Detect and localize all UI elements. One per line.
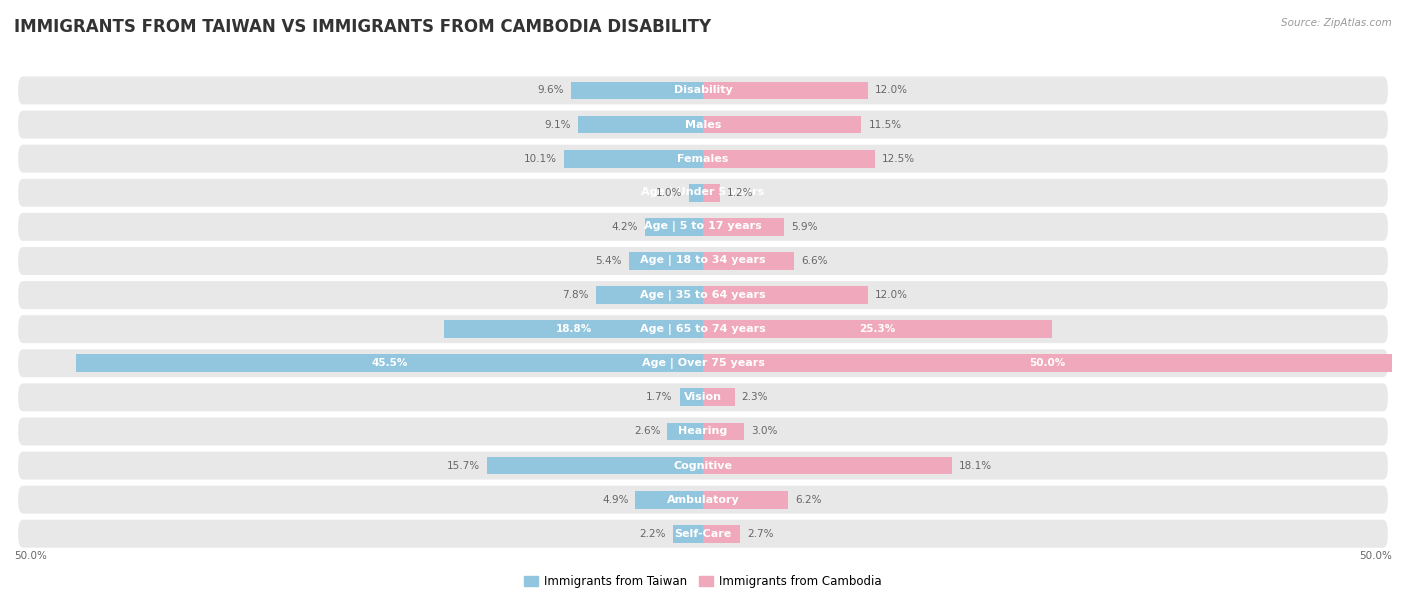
FancyBboxPatch shape <box>18 383 1388 411</box>
Bar <box>703 184 720 201</box>
Bar <box>703 423 744 440</box>
FancyBboxPatch shape <box>18 247 1388 275</box>
Bar <box>578 116 703 133</box>
Bar <box>703 286 869 304</box>
Bar <box>703 389 735 406</box>
Text: 4.9%: 4.9% <box>602 494 628 505</box>
Text: 15.7%: 15.7% <box>447 461 479 471</box>
Text: 25.3%: 25.3% <box>859 324 896 334</box>
Text: Source: ZipAtlas.com: Source: ZipAtlas.com <box>1281 18 1392 28</box>
Bar <box>444 320 703 338</box>
FancyBboxPatch shape <box>18 486 1388 513</box>
Text: 6.6%: 6.6% <box>801 256 827 266</box>
FancyBboxPatch shape <box>18 452 1388 480</box>
Text: 9.1%: 9.1% <box>544 119 571 130</box>
Text: Females: Females <box>678 154 728 163</box>
FancyBboxPatch shape <box>18 179 1388 207</box>
Text: 2.2%: 2.2% <box>640 529 666 539</box>
Bar <box>703 491 789 509</box>
Text: 1.0%: 1.0% <box>657 188 682 198</box>
Bar <box>703 354 1392 372</box>
Text: IMMIGRANTS FROM TAIWAN VS IMMIGRANTS FROM CAMBODIA DISABILITY: IMMIGRANTS FROM TAIWAN VS IMMIGRANTS FRO… <box>14 18 711 36</box>
Text: 50.0%: 50.0% <box>1360 551 1392 561</box>
Text: Males: Males <box>685 119 721 130</box>
Bar <box>703 116 862 133</box>
Text: 2.3%: 2.3% <box>741 392 768 402</box>
Text: 7.8%: 7.8% <box>562 290 589 300</box>
Bar <box>571 81 703 99</box>
Text: 11.5%: 11.5% <box>869 119 901 130</box>
Bar <box>596 286 703 304</box>
Text: Age | 35 to 64 years: Age | 35 to 64 years <box>640 289 766 300</box>
Bar <box>645 218 703 236</box>
FancyBboxPatch shape <box>18 417 1388 446</box>
Text: 6.2%: 6.2% <box>796 494 823 505</box>
Text: 1.7%: 1.7% <box>647 392 672 402</box>
FancyBboxPatch shape <box>18 111 1388 138</box>
Text: Ambulatory: Ambulatory <box>666 494 740 505</box>
Text: Disability: Disability <box>673 86 733 95</box>
Text: 50.0%: 50.0% <box>14 551 46 561</box>
FancyBboxPatch shape <box>18 144 1388 173</box>
FancyBboxPatch shape <box>18 76 1388 105</box>
Text: Self-Care: Self-Care <box>675 529 731 539</box>
Bar <box>672 525 703 543</box>
Text: Vision: Vision <box>683 392 723 402</box>
Text: 50.0%: 50.0% <box>1029 358 1066 368</box>
Bar <box>703 150 875 168</box>
Text: 12.0%: 12.0% <box>875 290 908 300</box>
Text: Age | 18 to 34 years: Age | 18 to 34 years <box>640 255 766 266</box>
Bar <box>668 423 703 440</box>
Text: 5.9%: 5.9% <box>792 222 818 232</box>
Text: 2.6%: 2.6% <box>634 427 661 436</box>
Legend: Immigrants from Taiwan, Immigrants from Cambodia: Immigrants from Taiwan, Immigrants from … <box>519 570 887 592</box>
Text: Age | 5 to 17 years: Age | 5 to 17 years <box>644 222 762 233</box>
FancyBboxPatch shape <box>18 281 1388 309</box>
Text: Age | 65 to 74 years: Age | 65 to 74 years <box>640 324 766 335</box>
Text: 2.7%: 2.7% <box>747 529 773 539</box>
Bar <box>628 252 703 270</box>
Bar <box>76 354 703 372</box>
Bar <box>689 184 703 201</box>
Text: 10.1%: 10.1% <box>524 154 557 163</box>
Bar <box>703 218 785 236</box>
Text: 12.0%: 12.0% <box>875 86 908 95</box>
Bar <box>486 457 703 474</box>
Bar <box>703 525 740 543</box>
Bar <box>564 150 703 168</box>
Text: Cognitive: Cognitive <box>673 461 733 471</box>
Text: 18.1%: 18.1% <box>959 461 993 471</box>
Text: 12.5%: 12.5% <box>882 154 915 163</box>
FancyBboxPatch shape <box>18 315 1388 343</box>
Bar <box>636 491 703 509</box>
Text: 3.0%: 3.0% <box>751 427 778 436</box>
FancyBboxPatch shape <box>18 349 1388 377</box>
Text: 45.5%: 45.5% <box>371 358 408 368</box>
FancyBboxPatch shape <box>18 520 1388 548</box>
Text: 9.6%: 9.6% <box>537 86 564 95</box>
Bar <box>703 457 952 474</box>
Text: 1.2%: 1.2% <box>727 188 754 198</box>
Bar <box>703 252 794 270</box>
Bar <box>679 389 703 406</box>
Bar <box>703 320 1052 338</box>
Text: Age | Over 75 years: Age | Over 75 years <box>641 358 765 369</box>
Text: 4.2%: 4.2% <box>612 222 638 232</box>
Text: 18.8%: 18.8% <box>555 324 592 334</box>
Text: Age | Under 5 years: Age | Under 5 years <box>641 187 765 198</box>
Bar <box>703 81 869 99</box>
Text: Hearing: Hearing <box>678 427 728 436</box>
Text: 5.4%: 5.4% <box>595 256 621 266</box>
FancyBboxPatch shape <box>18 213 1388 241</box>
